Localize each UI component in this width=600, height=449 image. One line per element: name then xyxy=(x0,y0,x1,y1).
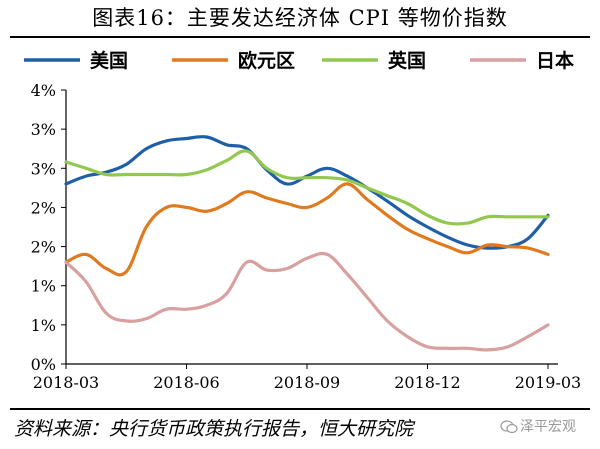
legend-label-3: 日本 xyxy=(536,49,574,72)
series-line-2 xyxy=(64,149,550,226)
legend-label-2: 英国 xyxy=(388,49,426,72)
wechat-icon xyxy=(500,420,518,434)
source-divider xyxy=(10,408,590,410)
y-tick-label: 1% xyxy=(31,316,56,335)
y-tick-label: 2% xyxy=(31,198,56,217)
y-tick-label: 3% xyxy=(31,120,56,139)
legend-label-1: 欧元区 xyxy=(238,49,295,72)
x-tick-label: 2018-03 xyxy=(33,373,99,392)
series-line-3 xyxy=(64,251,550,352)
x-tick-label: 2019-03 xyxy=(515,373,581,392)
title-divider xyxy=(10,36,590,38)
chart-title: 图表16：主要发达经济体 CPI 等物价指数 xyxy=(92,6,508,30)
source-note: 资料来源：央行货币政策执行报告，恒大研究院 xyxy=(14,418,414,440)
y-tick-label: 3% xyxy=(31,159,56,178)
legend-label-0: 美国 xyxy=(90,49,128,72)
y-tick-label: 4% xyxy=(31,81,56,100)
line-chart: 美国 欧元区 英国 日本 0% 1% 1% 2% 2% 3% 3% 4% 2018-03 2018-06… xyxy=(24,49,582,392)
x-tick-label: 2018-06 xyxy=(153,373,219,392)
watermark-text: 泽平宏观 xyxy=(520,419,576,435)
y-tick-label: 0% xyxy=(31,355,56,374)
series-line-1 xyxy=(64,182,550,277)
y-tick-label: 2% xyxy=(31,238,56,257)
watermark: 泽平宏观 xyxy=(500,412,576,442)
x-tick-label: 2018-09 xyxy=(274,373,340,392)
axes: 0% 1% 1% 2% 2% 3% 3% 4% 2018-03 2018-06 2018-09 201… xyxy=(31,81,582,392)
plot-lines xyxy=(64,135,550,352)
legend: 美国 欧元区 英国 日本 xyxy=(24,49,574,72)
x-tick-label: 2018-12 xyxy=(394,373,460,392)
y-tick-label: 1% xyxy=(31,277,56,296)
series-line-0 xyxy=(64,135,550,250)
